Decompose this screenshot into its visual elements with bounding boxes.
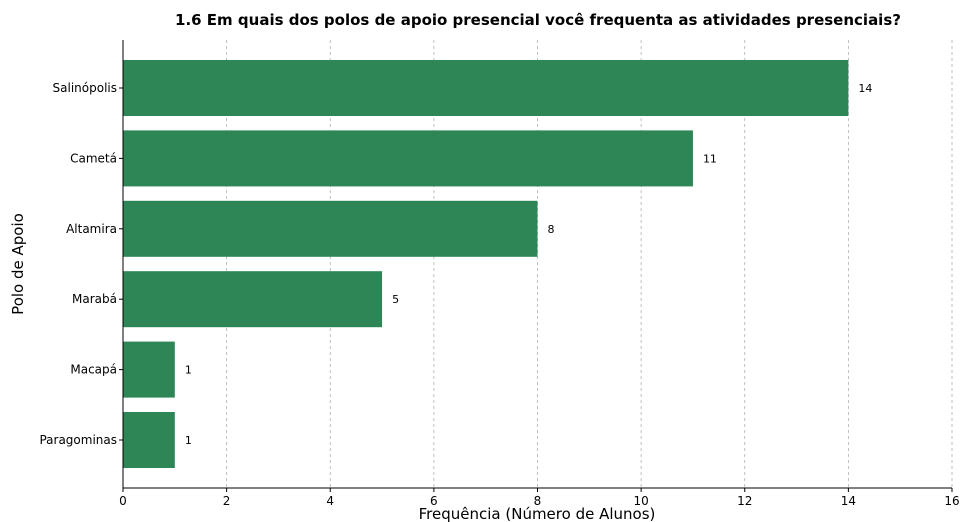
y-tick-label: Salinópolis (53, 81, 117, 95)
y-tick-label: Cametá (70, 151, 117, 165)
x-tick-label: 2 (223, 494, 231, 508)
x-tick-label: 14 (841, 494, 856, 508)
y-axis-label: Polo de Apoio (9, 213, 27, 315)
x-tick-label: 12 (737, 494, 752, 508)
bars (123, 60, 849, 468)
y-tick-label: Macapá (70, 363, 117, 377)
chart-title: 1.6 Em quais dos polos de apoio presenci… (175, 11, 901, 29)
x-tick-label: 0 (119, 494, 127, 508)
y-tick-label: Marabá (72, 292, 117, 306)
x-tick-label: 4 (326, 494, 334, 508)
y-tick-label: Paragominas (39, 433, 117, 447)
data-label: 1 (185, 434, 192, 447)
y-tick-labels: Salinópolis Cametá Altamira Marabá Macapá Par… (39, 81, 123, 447)
bar (123, 412, 175, 468)
bar (123, 60, 849, 116)
data-label: 8 (548, 223, 555, 236)
x-tick-label: 8 (534, 494, 542, 508)
data-label: 1 (185, 364, 192, 377)
data-label: 5 (392, 293, 399, 306)
bar (123, 130, 693, 187)
x-tick-labels: 0 2 4 6 8 10 12 14 16 (119, 488, 960, 508)
x-tick-label: 10 (633, 494, 648, 508)
data-label: 14 (858, 82, 872, 95)
bar (123, 271, 383, 328)
bar (123, 341, 175, 398)
y-tick-label: Altamira (66, 222, 117, 236)
bar (123, 200, 538, 257)
x-axis-label: Frequência (Número de Alunos) (419, 505, 656, 522)
x-tick-label: 6 (430, 494, 438, 508)
x-tick-label: 16 (944, 494, 959, 508)
data-label: 11 (703, 152, 717, 165)
